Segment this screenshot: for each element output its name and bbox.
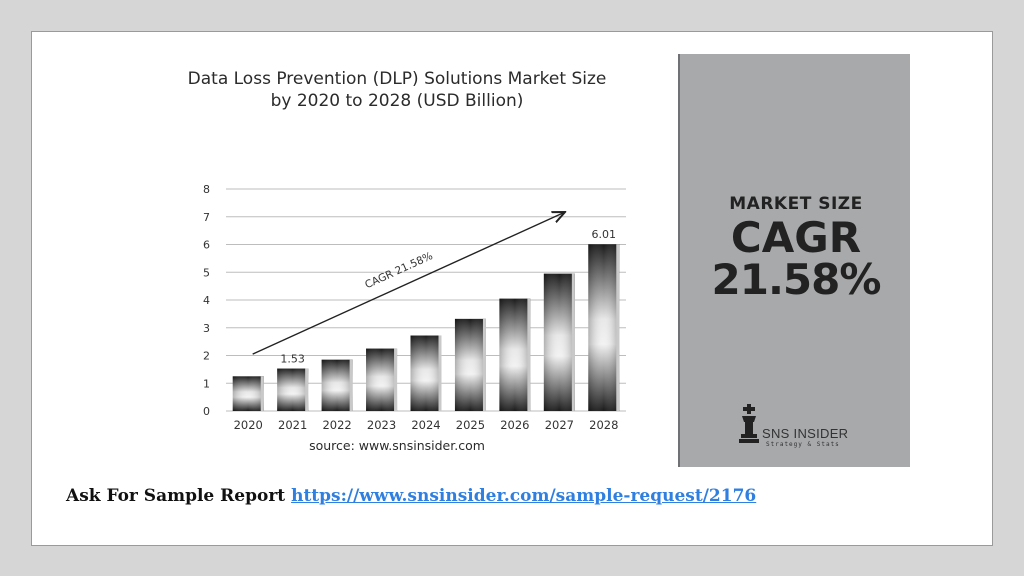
y-tick-label: 8 bbox=[203, 183, 210, 196]
bar-edge bbox=[349, 359, 353, 411]
bar-edge bbox=[482, 318, 486, 411]
x-tick-label: 2027 bbox=[545, 418, 574, 432]
slide: 0 1 2 3 4 5 6 7 8 2020 2021 1.53 2022 2023 2024 2025 202… bbox=[31, 31, 993, 546]
bar-shading bbox=[410, 335, 442, 411]
bar-edge bbox=[571, 273, 575, 411]
y-tick-label: 3 bbox=[203, 322, 210, 335]
x-tick-label: 2021 bbox=[278, 418, 307, 432]
chart-title: Data Loss Prevention (DLP) Solutions Mar… bbox=[116, 68, 678, 112]
cagr-annotation: CAGR 21.58% bbox=[363, 250, 435, 291]
x-tick-label: 2026 bbox=[500, 418, 529, 432]
x-tick-label: 2022 bbox=[322, 418, 351, 432]
x-tick-label: 2024 bbox=[411, 418, 440, 432]
bar-shading bbox=[543, 273, 575, 411]
bar-edge bbox=[527, 298, 531, 411]
y-tick-label: 7 bbox=[203, 211, 210, 224]
y-tick-label: 4 bbox=[203, 294, 210, 307]
y-tick-label: 2 bbox=[203, 350, 210, 363]
market-size-panel: MARKET SIZE CAGR 21.58% SNS INSIDER Stra… bbox=[678, 54, 910, 467]
bar-edge bbox=[616, 244, 620, 411]
x-tick-label: 2028 bbox=[589, 418, 618, 432]
chart-card: 0 1 2 3 4 5 6 7 8 2020 2021 1.53 2022 2023 2024 2025 202… bbox=[116, 54, 678, 467]
bar-shading bbox=[277, 368, 309, 411]
data-label: 6.01 bbox=[592, 228, 617, 241]
footer-text: Ask For Sample Report bbox=[66, 486, 286, 506]
market-size-label: MARKET SIZE bbox=[729, 194, 863, 214]
bar-shading bbox=[499, 298, 531, 411]
x-tick-label: 2025 bbox=[456, 418, 485, 432]
cagr-arrow bbox=[252, 213, 564, 355]
bar-edge bbox=[305, 368, 309, 411]
bar-shading bbox=[366, 348, 398, 411]
sample-report-footer: Ask For Sample Report https://www.snsins… bbox=[66, 486, 756, 506]
logo-tagline: Strategy & Stats bbox=[766, 441, 840, 448]
y-tick-label: 5 bbox=[203, 266, 210, 279]
bar-edge bbox=[394, 348, 398, 411]
y-tick-label: 0 bbox=[203, 405, 210, 418]
y-tick-label: 1 bbox=[203, 377, 210, 390]
bar-chart: 0 1 2 3 4 5 6 7 8 2020 2021 1.53 2022 2023 2024 2025 202… bbox=[203, 183, 626, 432]
chart-title-line-1: Data Loss Prevention (DLP) Solutions Mar… bbox=[187, 69, 607, 89]
bar-shading bbox=[321, 359, 353, 411]
sample-request-link[interactable]: https://www.snsinsider.com/sample-reques… bbox=[291, 486, 757, 506]
y-tick-label: 6 bbox=[203, 239, 210, 252]
cagr-label: CAGR bbox=[730, 213, 862, 262]
bar-shading bbox=[232, 376, 264, 411]
bar-shading bbox=[454, 318, 486, 411]
x-tick-label: 2023 bbox=[367, 418, 396, 432]
x-tick-label: 2020 bbox=[234, 418, 263, 432]
chess-king-icon bbox=[739, 404, 759, 443]
bar-edge bbox=[438, 335, 442, 411]
sns-insider-logo: SNS INSIDER Strategy & Stats bbox=[738, 404, 868, 450]
cagr-value: 21.58% bbox=[711, 255, 882, 304]
bar-shading bbox=[588, 244, 620, 411]
source-note: source: www.snsinsider.com bbox=[309, 438, 485, 453]
bar-edge bbox=[260, 376, 264, 411]
logo-name: SNS INSIDER bbox=[762, 426, 849, 441]
data-label: 1.53 bbox=[280, 353, 305, 366]
chart-title-line-2: by 2020 to 2028 (USD Billion) bbox=[270, 91, 524, 111]
